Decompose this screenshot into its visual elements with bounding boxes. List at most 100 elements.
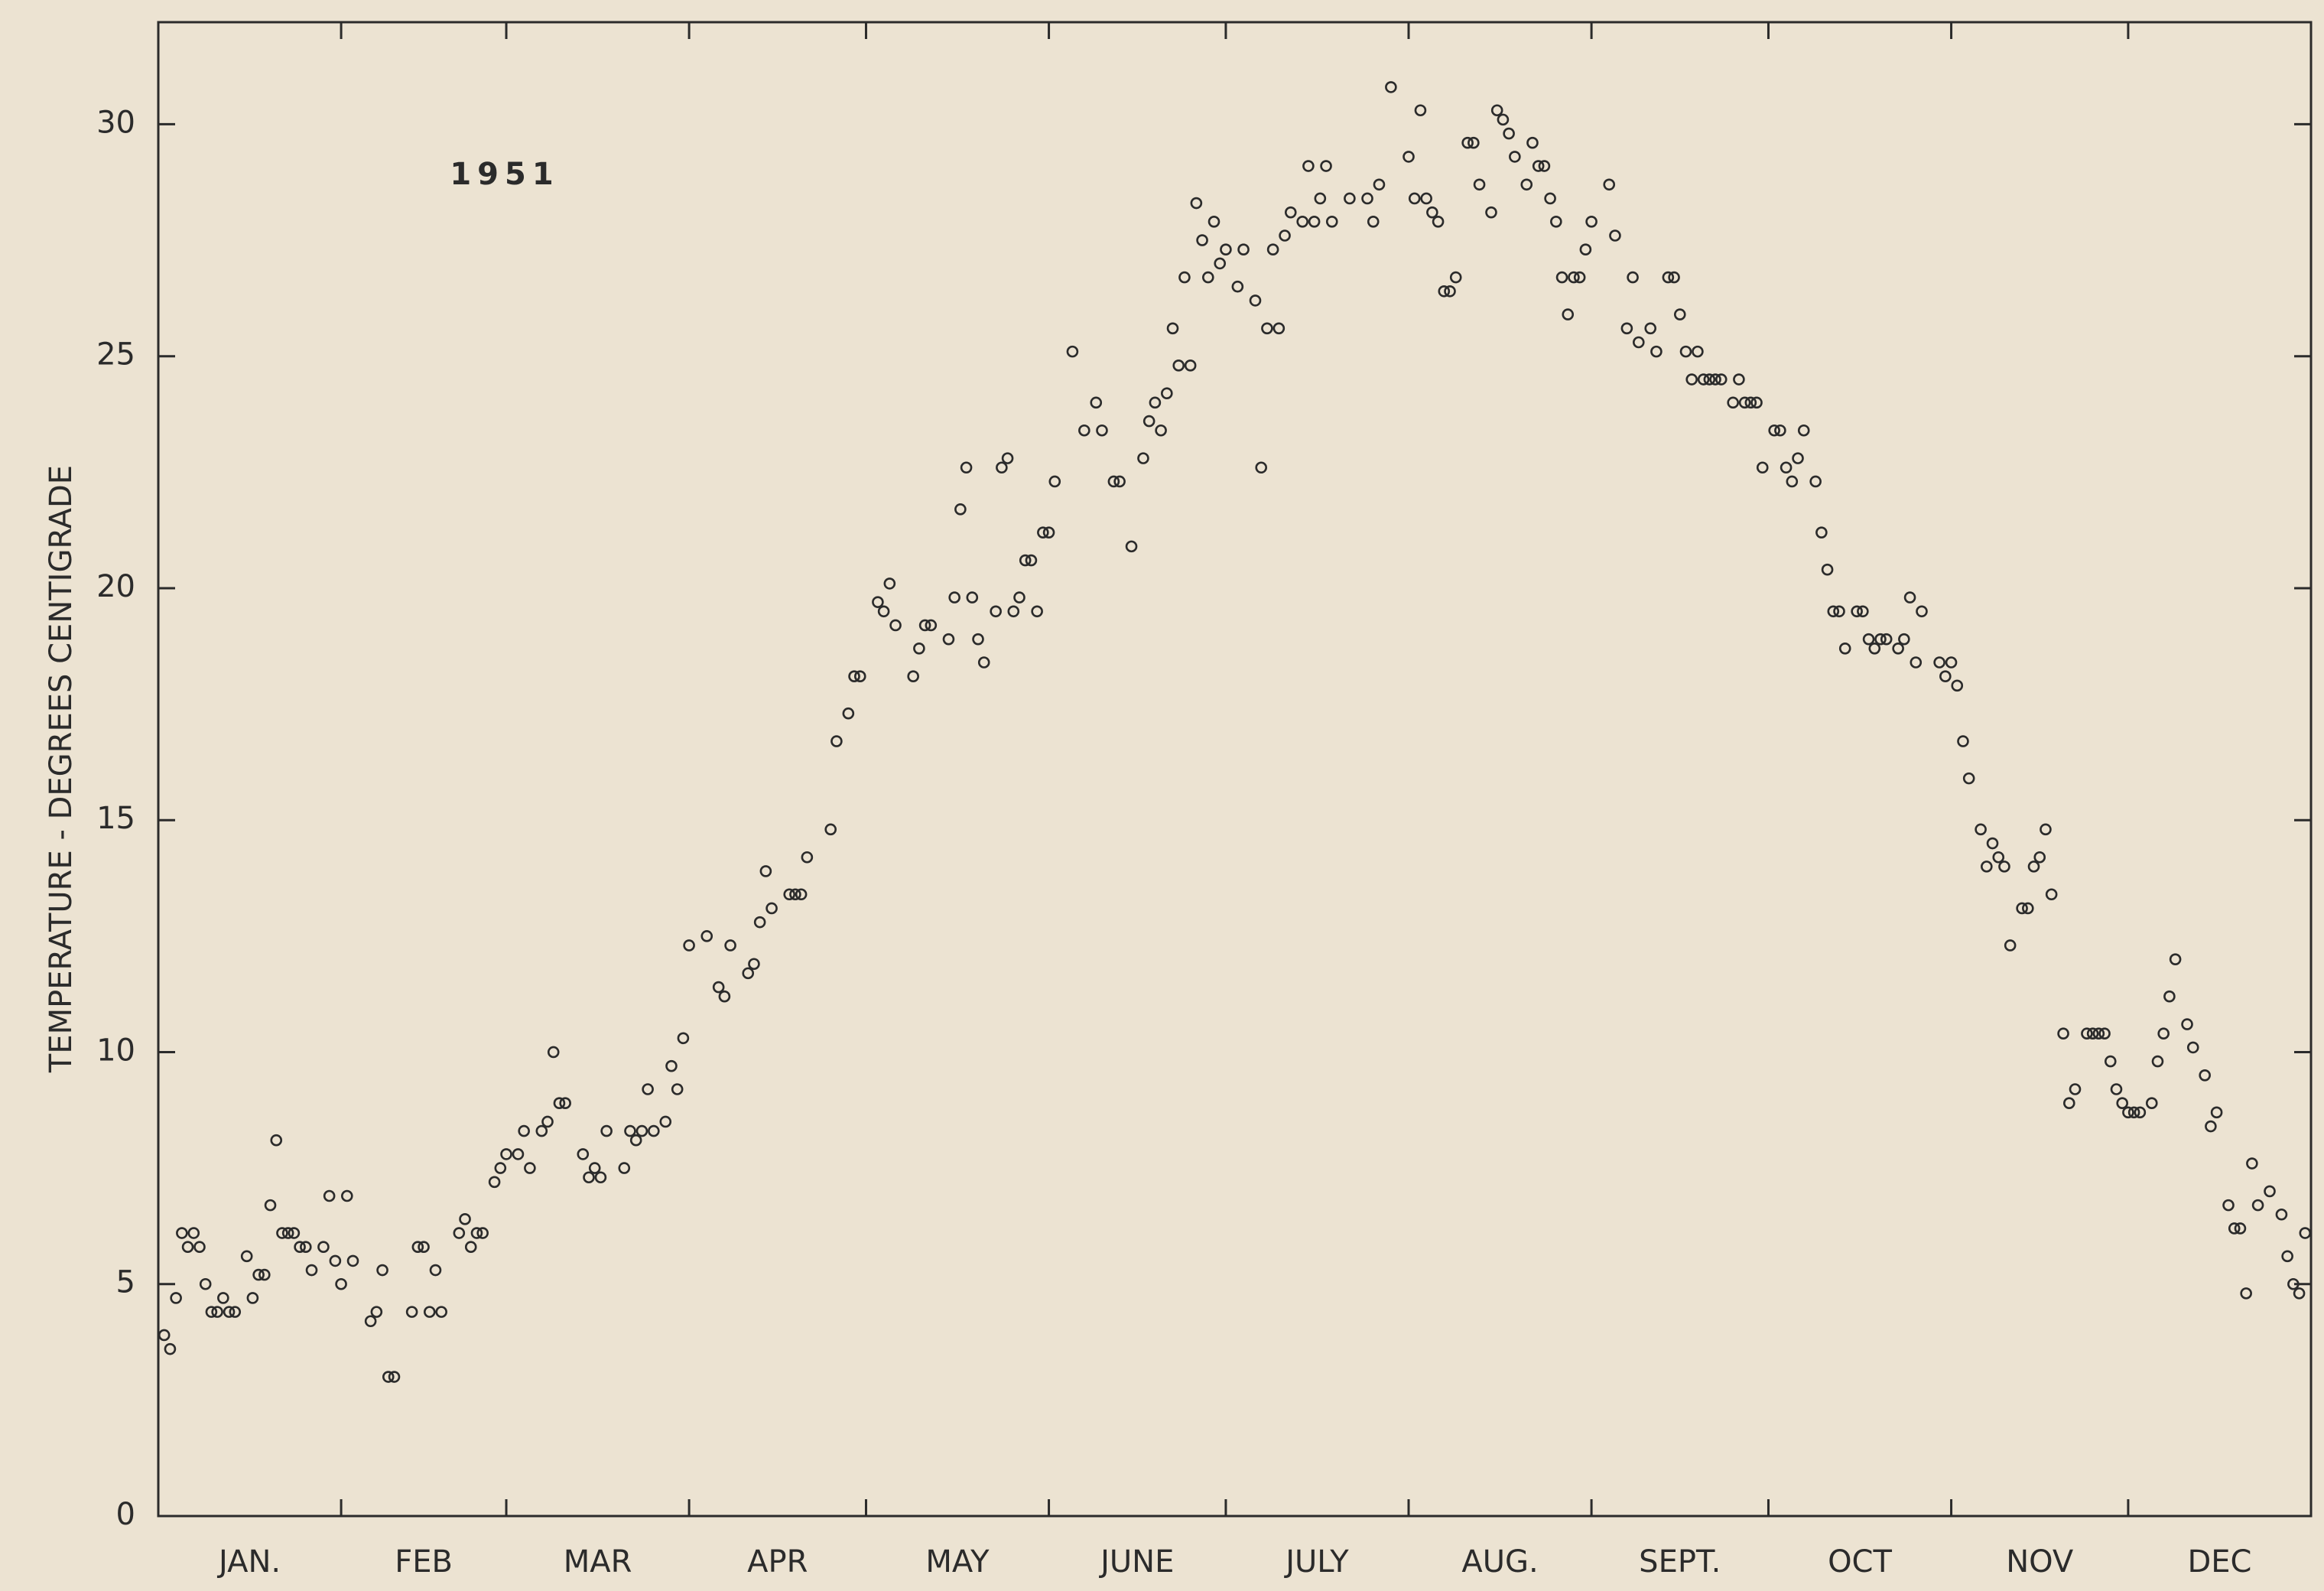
data-point xyxy=(1161,387,1173,400)
data-point xyxy=(1273,322,1286,335)
data-point xyxy=(1320,160,1332,172)
data-point xyxy=(2222,1199,2235,1212)
data-point xyxy=(1727,396,1739,409)
data-point xyxy=(300,1241,312,1254)
x-tick-label: DEC xyxy=(2187,1544,2251,1580)
data-point xyxy=(889,619,902,632)
data-point xyxy=(2210,1106,2223,1119)
data-point xyxy=(748,958,760,971)
data-point xyxy=(1797,424,1810,437)
data-point xyxy=(1078,424,1090,437)
data-point xyxy=(2205,1120,2217,1133)
data-point xyxy=(1296,216,1308,228)
data-point xyxy=(2287,1277,2300,1290)
data-point xyxy=(1113,475,1126,488)
data-point xyxy=(240,1250,253,1263)
data-point xyxy=(246,1292,259,1304)
data-point xyxy=(1503,127,1515,140)
data-point xyxy=(960,461,973,474)
data-point xyxy=(2275,1208,2288,1221)
annotation: 1951 xyxy=(450,157,559,192)
data-point xyxy=(659,1115,672,1128)
data-point xyxy=(170,1292,182,1304)
data-point xyxy=(1367,216,1380,228)
data-point xyxy=(1403,151,1415,163)
data-point xyxy=(2022,902,2034,915)
data-point xyxy=(1497,113,1510,126)
data-point xyxy=(872,596,884,608)
data-point xyxy=(459,1213,471,1225)
data-point xyxy=(288,1227,301,1239)
data-point xyxy=(176,1227,188,1239)
data-point xyxy=(2299,1227,2312,1239)
x-tick-label: MAY xyxy=(925,1544,990,1580)
data-point xyxy=(629,1134,642,1147)
data-point xyxy=(1957,735,1969,747)
y-tick-label: 10 xyxy=(96,1033,135,1068)
data-point xyxy=(2163,990,2176,1003)
x-tick-label: JULY xyxy=(1283,1544,1349,1580)
data-point xyxy=(470,1227,483,1239)
data-point xyxy=(1910,656,1923,669)
data-point xyxy=(2086,1027,2099,1040)
y-axis-label: TEMPERATURE - DEGREES CENTIGRADE xyxy=(44,465,79,1073)
data-point xyxy=(642,1083,654,1095)
data-point xyxy=(996,461,1008,474)
data-point xyxy=(2169,953,2182,965)
data-point xyxy=(1573,271,1586,284)
data-point xyxy=(1550,216,1562,228)
data-point xyxy=(1237,243,1250,255)
data-point xyxy=(2186,1041,2199,1054)
data-point xyxy=(1975,823,1987,836)
data-point xyxy=(1644,322,1657,335)
data-point xyxy=(1432,216,1445,228)
data-point xyxy=(1627,271,1639,284)
data-point xyxy=(942,633,955,646)
data-point xyxy=(2045,888,2058,901)
y-tick-label: 25 xyxy=(96,337,135,373)
data-point xyxy=(1603,178,1616,191)
data-point xyxy=(1992,851,2005,864)
data-point xyxy=(1025,554,1038,567)
data-point xyxy=(553,1097,566,1109)
data-point xyxy=(2228,1222,2241,1235)
data-point xyxy=(2098,1027,2111,1040)
data-point xyxy=(2062,1097,2075,1109)
data-point xyxy=(624,1124,636,1137)
data-point xyxy=(1255,461,1268,474)
data-point xyxy=(1939,670,1952,682)
data-point xyxy=(1833,605,1845,618)
y-tick-label: 15 xyxy=(96,801,135,836)
data-point xyxy=(853,670,866,682)
data-point xyxy=(2033,851,2046,864)
data-point xyxy=(724,939,736,952)
data-point xyxy=(1579,243,1592,255)
data-point xyxy=(1142,415,1155,428)
data-point xyxy=(2240,1287,2252,1300)
data-point xyxy=(789,888,801,901)
data-point xyxy=(382,1371,395,1383)
data-point xyxy=(1125,540,1138,553)
data-point xyxy=(294,1241,306,1254)
data-point xyxy=(547,1046,560,1059)
data-point xyxy=(518,1124,530,1137)
data-point xyxy=(1768,424,1780,437)
data-point xyxy=(346,1254,359,1267)
data-point xyxy=(376,1264,388,1277)
data-point xyxy=(418,1241,430,1254)
x-tick-label: MAR xyxy=(564,1544,632,1580)
data-point xyxy=(1703,373,1716,386)
data-point xyxy=(925,619,938,632)
data-point xyxy=(1007,605,1020,618)
data-point xyxy=(972,633,984,646)
data-point xyxy=(848,670,860,682)
data-point xyxy=(1509,151,1521,163)
data-point xyxy=(281,1227,294,1239)
data-point xyxy=(1373,178,1386,191)
data-point xyxy=(671,1083,684,1095)
data-point xyxy=(1096,424,1108,437)
data-point xyxy=(370,1306,383,1318)
data-point xyxy=(1697,373,1710,386)
data-point xyxy=(954,503,967,516)
